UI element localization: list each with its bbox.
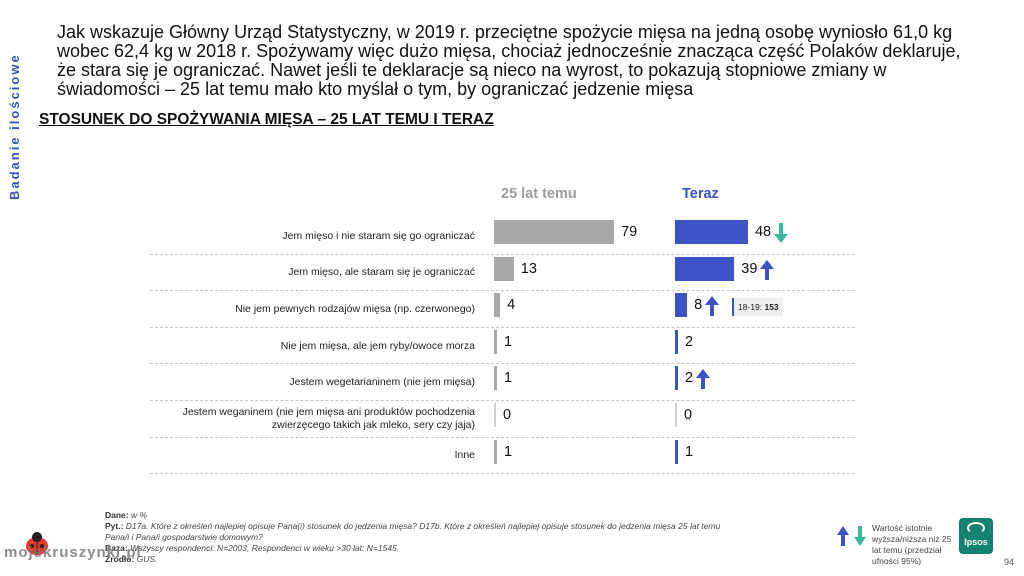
note-base-label: Baza: — [105, 543, 128, 553]
series-header-now: Teraz — [682, 186, 719, 202]
chart-row: Nie jem mięsa, ale jem ryby/owoce morza 1… — [150, 328, 855, 365]
bar-then — [494, 403, 496, 427]
value-label-then: 13 — [520, 260, 537, 277]
category-label: Jem mięso, ale staram się je ograniczać — [288, 266, 475, 279]
chart-row: Jestem wegetarianinem (nie jem mięsa) 1 2 — [150, 364, 855, 401]
bar-now — [675, 439, 678, 464]
note-question-cont: Pana/i i Pana/i gospodarstwie domowym? — [105, 532, 263, 542]
bar-then — [494, 366, 497, 391]
footnotes: Dane: w % Pyt.: D17a. Które z określeń n… — [105, 510, 805, 565]
age-subgroup-badge: 18-19: 153 — [732, 298, 783, 317]
note-source-label: Źródło: — [105, 554, 135, 564]
value-label-then: 79 — [621, 224, 638, 240]
note-data-value: w % — [131, 510, 148, 520]
value-label-now: 39 — [741, 260, 758, 277]
significance-up-arrow-icon — [704, 296, 719, 317]
significance-up-arrow-icon — [760, 259, 775, 280]
bar-then — [494, 220, 615, 244]
watermark: mojekruszynki.pl — [4, 544, 142, 561]
note-base-value: Wszyscy respondenci: N=2003, Respondenci… — [130, 543, 400, 553]
chart-row: Jem mięso i nie staram się go ograniczać… — [150, 218, 855, 255]
value-label-now: 48 — [754, 224, 772, 240]
badge-label: 18-19: — [738, 302, 765, 313]
sidebar-band: Badanie ilościowe — [0, 0, 31, 576]
significance-arrows-icon — [837, 526, 866, 546]
category-label: Inne — [454, 449, 475, 462]
chart-row: Jem mięso, ale staram się je ograniczać 1… — [150, 255, 855, 292]
value-label-then: 0 — [503, 407, 512, 423]
value-label-then: 1 — [504, 333, 513, 350]
note-question-label: Pyt.: — [105, 521, 124, 531]
bar-then — [494, 256, 514, 281]
value-label-now: 2 — [685, 333, 694, 350]
bar-now — [675, 293, 688, 318]
chart-row: Jestem weganinem (nie jem mięsa ani prod… — [150, 401, 855, 438]
badge-value: 153 — [764, 302, 779, 313]
legend-text: Wartość istotnie wyższa/niższa niż 25 la… — [872, 523, 952, 566]
bar-then — [494, 293, 501, 318]
intro-line: świadomości – 25 lat temu mało kto myśla… — [57, 79, 694, 99]
intro-line: Jak wskazuje Główny Urząd Statystyczny, … — [57, 22, 953, 42]
bar-now — [675, 256, 735, 281]
intro-line: wobec 62,4 kg w 2018 r. Spożywamy więc d… — [57, 41, 961, 61]
bar-now — [675, 220, 748, 244]
category-label: Nie jem pewnych rodzajów mięsa (np. czer… — [235, 302, 475, 315]
intro-text: Jak wskazuje Główny Urząd Statystyczny, … — [57, 23, 1012, 99]
category-label: Nie jem mięsa, ale jem ryby/owoce morza — [280, 339, 475, 352]
bar-now — [675, 403, 677, 427]
section-title: STOSUNEK DO SPOŻYWANIA MIĘSA – 25 LAT TE… — [39, 111, 494, 128]
chart-row: Nie jem pewnych rodzajów mięsa (np. czer… — [150, 291, 855, 328]
note-data-label: Dane: — [105, 510, 129, 520]
logo-text: Ipsos — [964, 537, 988, 547]
category-label: Jestem weganinem (nie jem mięsa ani prod… — [182, 406, 475, 432]
value-label-now: 8 — [694, 297, 703, 314]
value-label-then: 4 — [507, 297, 516, 314]
value-label-now: 1 — [685, 443, 694, 460]
intro-line: że stara się je ograniczać. Nawet jeśli … — [57, 60, 887, 80]
note-source-value: GUS. — [136, 554, 158, 564]
significance-down-arrow-icon — [773, 223, 788, 243]
series-header-then: 25 lat temu — [501, 186, 577, 202]
chart-row: Inne 1 1 — [150, 438, 855, 475]
bar-now — [675, 366, 679, 391]
value-label-then: 1 — [504, 370, 513, 387]
ladybug-mascot-icon — [26, 532, 48, 555]
bar-now — [675, 329, 679, 354]
category-label: Jestem wegetarianinem (nie jem mięsa) — [289, 376, 475, 389]
bar-then — [494, 439, 497, 464]
logo-swirl-icon — [967, 522, 985, 534]
category-label: Jem mięso i nie staram się go ograniczać — [282, 229, 475, 242]
bar-then — [494, 329, 497, 354]
note-question-value: D17a. Które z określeń najlepiej opisuje… — [125, 521, 721, 531]
significance-up-arrow-icon — [695, 369, 710, 390]
ipsos-logo: Ipsos — [959, 518, 993, 554]
value-label-then: 1 — [504, 443, 513, 460]
significance-legend: Wartość istotnie wyższa/niższa niż 25 la… — [836, 523, 956, 568]
value-label-now: 0 — [684, 407, 693, 423]
value-label-now: 2 — [685, 370, 694, 387]
page-number: 94 — [1004, 557, 1015, 567]
